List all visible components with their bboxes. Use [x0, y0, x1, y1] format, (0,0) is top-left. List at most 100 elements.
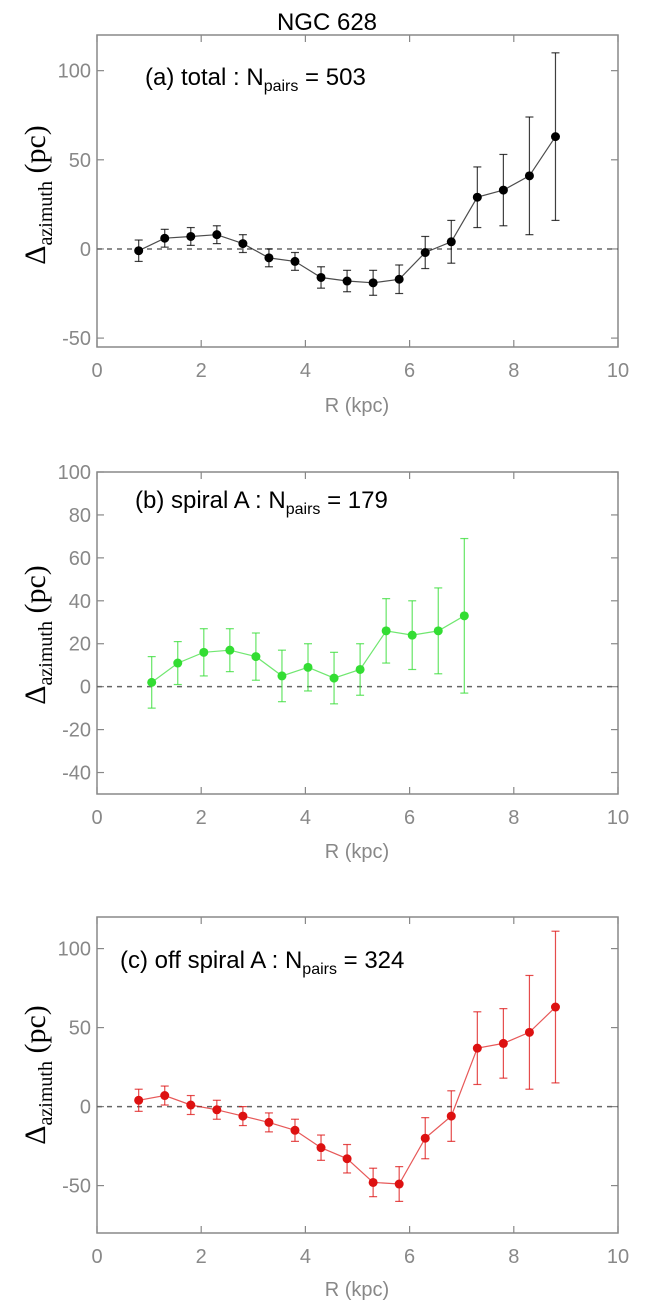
data-point [199, 647, 209, 657]
data-point [459, 611, 469, 621]
panel-c: (c) off spiral A : Npairs = 324 R (kpc) … [19, 916, 629, 1301]
data-point [160, 1091, 170, 1101]
data-point [238, 1111, 248, 1121]
panel-label-sub: pairs [264, 78, 299, 95]
y-axis-label-sub: azimuth [35, 621, 57, 685]
data-point [290, 256, 300, 266]
y-tick-label: 20 [69, 634, 91, 656]
x-tick-label: 0 [91, 807, 102, 829]
y-axis-label-sub: azimuth [35, 181, 57, 245]
y-tick-label: 50 [69, 1018, 91, 1040]
data-point [420, 248, 430, 258]
x-tick-label: 2 [196, 807, 207, 829]
x-tick-label: 10 [607, 1246, 629, 1268]
data-point [160, 233, 170, 243]
x-tick-label: 4 [300, 360, 311, 382]
y-tick-label: 100 [58, 939, 91, 961]
data-point [368, 1177, 378, 1187]
data-point [212, 230, 222, 240]
y-axis-label: Δazimuth (pc) [19, 1005, 57, 1145]
data-point [394, 274, 404, 284]
data-point [134, 1095, 144, 1105]
y-tick-label: -50 [62, 328, 91, 350]
data-point [524, 171, 534, 181]
figure-title: NGC 628 [277, 9, 377, 36]
data-point [498, 185, 508, 195]
y-axis-label-tail: (pc) [19, 565, 52, 621]
y-tick-label: 60 [69, 548, 91, 570]
data-point [238, 239, 248, 249]
data-point [251, 652, 261, 662]
data-point [147, 677, 157, 687]
x-axis-label: R (kpc) [325, 841, 389, 863]
x-axis-label: R (kpc) [325, 395, 389, 417]
y-tick-label: 50 [69, 150, 91, 172]
x-tick-label: 0 [91, 360, 102, 382]
plot-frame [96, 916, 619, 1234]
panel-label-main: (b) spiral A : N [135, 487, 286, 514]
y-tick-label: 0 [80, 239, 91, 261]
series-line [138, 136, 556, 284]
data-point [290, 1125, 300, 1135]
y-tick-label: 100 [58, 462, 91, 484]
x-axis-label: R (kpc) [325, 1279, 389, 1301]
data-point [316, 1143, 326, 1153]
y-tick-label: 0 [80, 677, 91, 699]
plot-frame [96, 34, 619, 348]
y-axis-label: Δazimuth (pc) [19, 125, 57, 265]
data-point [329, 673, 339, 683]
x-tick-label: 4 [300, 1246, 311, 1268]
data-point [550, 132, 560, 142]
data-point [524, 1027, 534, 1037]
data-point [342, 276, 352, 286]
panel-label-main: (a) total : N [145, 64, 264, 91]
y-axis-label-main: Δ [19, 685, 52, 704]
x-tick-label: 2 [196, 360, 207, 382]
y-axis-label-main: Δ [19, 1125, 52, 1144]
panel-label: (b) spiral A : Npairs = 179 [135, 487, 388, 518]
marks: 0 2 4 6 8 10 -40 -20 0 20 40 60 80 100 [58, 462, 630, 829]
data-point [498, 1038, 508, 1048]
panel-label: (c) off spiral A : Npairs = 324 [120, 947, 404, 978]
x-tick-label: 4 [300, 807, 311, 829]
y-tick-label: -40 [62, 763, 91, 785]
y-tick-label: 100 [58, 61, 91, 83]
panel-b: (b) spiral A : Npairs = 179 R (kpc) Δazi… [19, 462, 629, 863]
x-tick-label: 6 [404, 360, 415, 382]
panel-label-sub: pairs [286, 501, 321, 518]
data-point [394, 1179, 404, 1189]
data-point [264, 1117, 274, 1127]
data-point [420, 1133, 430, 1143]
data-point [173, 658, 183, 668]
y-axis-label-tail: (pc) [19, 125, 52, 181]
panel-label-main: (c) off spiral A : N [120, 947, 302, 974]
panel-label-tail: = 179 [320, 487, 387, 514]
panel-a: (a) total : Npairs = 503 R (kpc) Δazimut… [19, 34, 629, 417]
data-point [550, 1002, 560, 1012]
x-tick-label: 10 [607, 807, 629, 829]
data-point [342, 1154, 352, 1164]
panel-label: (a) total : Npairs = 503 [145, 64, 366, 95]
data-point [368, 278, 378, 288]
y-axis-label: Δazimuth (pc) [19, 565, 57, 705]
y-axis-label-tail: (pc) [19, 1005, 52, 1061]
y-axis-label-sub: azimuth [35, 1061, 57, 1125]
plot-frame [96, 471, 619, 795]
x-tick-label: 8 [508, 807, 519, 829]
data-point [303, 662, 313, 672]
data-point [212, 1105, 222, 1115]
data-point [277, 671, 287, 681]
panel-label-sub: pairs [302, 961, 337, 978]
x-tick-label: 8 [508, 1246, 519, 1268]
x-tick-label: 6 [404, 807, 415, 829]
y-axis-label-main: Δ [19, 245, 52, 264]
x-tick-label: 8 [508, 360, 519, 382]
data-point [472, 192, 482, 202]
y-tick-label: -50 [62, 1176, 91, 1198]
data-point [472, 1043, 482, 1053]
data-point [446, 237, 456, 247]
data-point [186, 231, 196, 241]
